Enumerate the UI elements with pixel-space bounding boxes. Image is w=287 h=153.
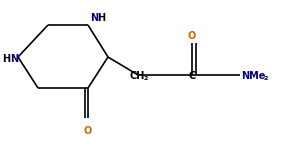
Text: O: O bbox=[188, 31, 196, 41]
Text: H: H bbox=[2, 54, 10, 64]
Text: C: C bbox=[188, 71, 196, 81]
Text: N: N bbox=[10, 54, 18, 64]
Text: NMe: NMe bbox=[241, 71, 265, 81]
Text: 2: 2 bbox=[144, 75, 148, 80]
Text: O: O bbox=[84, 126, 92, 136]
Text: N: N bbox=[90, 13, 98, 23]
Text: H: H bbox=[97, 13, 105, 23]
Text: 2: 2 bbox=[264, 75, 268, 80]
Text: CH: CH bbox=[130, 71, 146, 81]
